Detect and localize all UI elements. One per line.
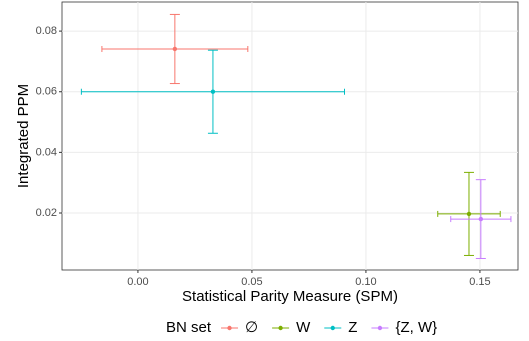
legend-title: BN set bbox=[166, 319, 212, 336]
legend-label: Z bbox=[348, 319, 357, 336]
legend-symbol bbox=[278, 325, 283, 331]
point bbox=[210, 89, 216, 94]
legend-symbol bbox=[330, 325, 335, 331]
point bbox=[478, 216, 484, 222]
y-axis-title: Integrated PPM bbox=[15, 84, 32, 188]
y-tick-label: 0.06 bbox=[36, 86, 57, 98]
legend-label: {Z, W} bbox=[395, 319, 437, 336]
plot-panel bbox=[61, 1, 519, 271]
y-tick-label: 0.02 bbox=[36, 207, 57, 219]
marks bbox=[80, 13, 512, 259]
x-tick-label: 0.05 bbox=[241, 276, 262, 288]
x-tick-label: 0.15 bbox=[469, 276, 490, 288]
legend-label: ∅ bbox=[245, 319, 258, 336]
x-tick-label: 0.00 bbox=[127, 276, 148, 288]
point bbox=[466, 211, 472, 217]
x-axis-title: Statistical Parity Measure (SPM) bbox=[182, 288, 398, 305]
point bbox=[172, 46, 178, 52]
legend: BN set ∅ W Z {Z, W} bbox=[166, 319, 437, 336]
legend-symbol bbox=[227, 325, 232, 331]
x-tick-label: 0.10 bbox=[355, 276, 376, 288]
legend-label: W bbox=[296, 319, 311, 336]
legend-symbol bbox=[377, 325, 383, 331]
grid: 0.00 0.05 0.10 0.15 0.02 0.04 0.06 0.08 bbox=[36, 2, 518, 288]
y-tick-label: 0.08 bbox=[36, 25, 57, 37]
y-tick-label: 0.04 bbox=[36, 146, 57, 158]
